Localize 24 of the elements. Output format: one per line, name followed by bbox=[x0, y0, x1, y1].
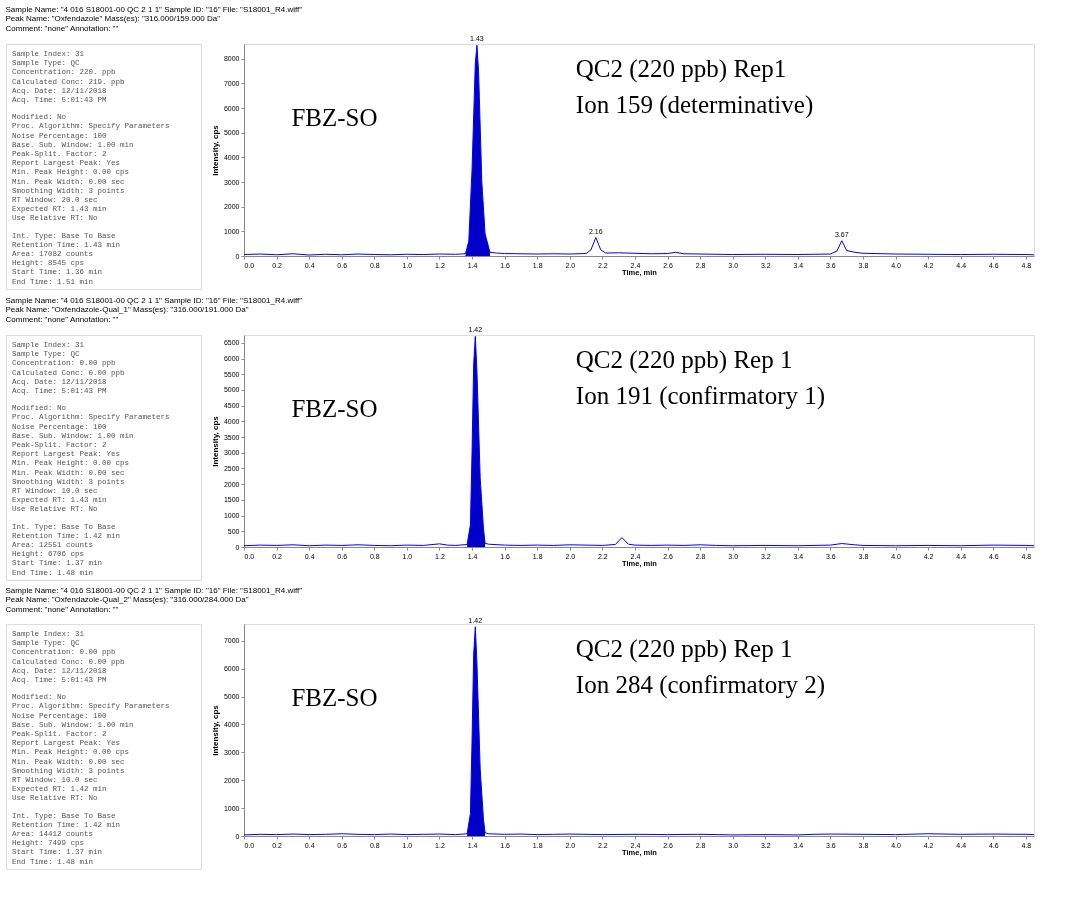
annotation: QC2 (220 ppb) Rep 1 bbox=[575, 635, 793, 664]
y-axis-title: Intensity, cps bbox=[210, 124, 220, 176]
line-series bbox=[244, 44, 1034, 256]
annotation: QC2 (220 ppb) Rep 1 bbox=[575, 346, 793, 375]
annotation: QC2 (220 ppb) Rep1 bbox=[575, 55, 787, 84]
y-axis-title: Intensity, cps bbox=[210, 415, 220, 467]
text: Comment: "none" Annotation: "" bbox=[5, 23, 119, 33]
annotation: FBZ-SO bbox=[291, 395, 378, 423]
text: Peak Name: "Oxfendazole-Qual_2" Mass(es): "316.000/284.000 Da" bbox=[5, 595, 249, 605]
y-axis-title: Intensity, cps bbox=[210, 704, 220, 756]
line-series bbox=[244, 626, 1034, 836]
text: Sample Name: "4 016 S18001-00 QC 2 1 1" Sample ID: "16" File: "S18001_R4.wiff" bbox=[5, 4, 303, 14]
text: Sample Name: "4 016 S18001-00 QC 2 1 1" Sample ID: "16" File: "S18001_R4.wiff" bbox=[5, 295, 303, 305]
text: Comment: "none" Annotation: "" bbox=[5, 605, 119, 615]
text: Peak Name: "Oxfendazole" Mass(es): "316.000/159.000 Da" bbox=[5, 13, 221, 23]
annotation: Ion 191 (confirmatory 1) bbox=[575, 382, 826, 411]
text: Comment: "none" Annotation: "" bbox=[5, 314, 119, 324]
text: Sample Name: "4 016 S18001-00 QC 2 1 1" Sample ID: "16" File: "S18001_R4.wiff" bbox=[5, 586, 303, 596]
annotation: Ion 159 (determinative) bbox=[575, 91, 814, 120]
annotation: FBZ-SO bbox=[291, 104, 378, 132]
line-series bbox=[244, 335, 1034, 547]
annotation: Ion 284 (confirmatory 2) bbox=[575, 671, 826, 700]
annotation: FBZ-SO bbox=[291, 684, 378, 712]
text: Peak Name: "Oxfendazole-Qual_1" Mass(es): "316.000/191.000 Da" bbox=[5, 304, 249, 314]
